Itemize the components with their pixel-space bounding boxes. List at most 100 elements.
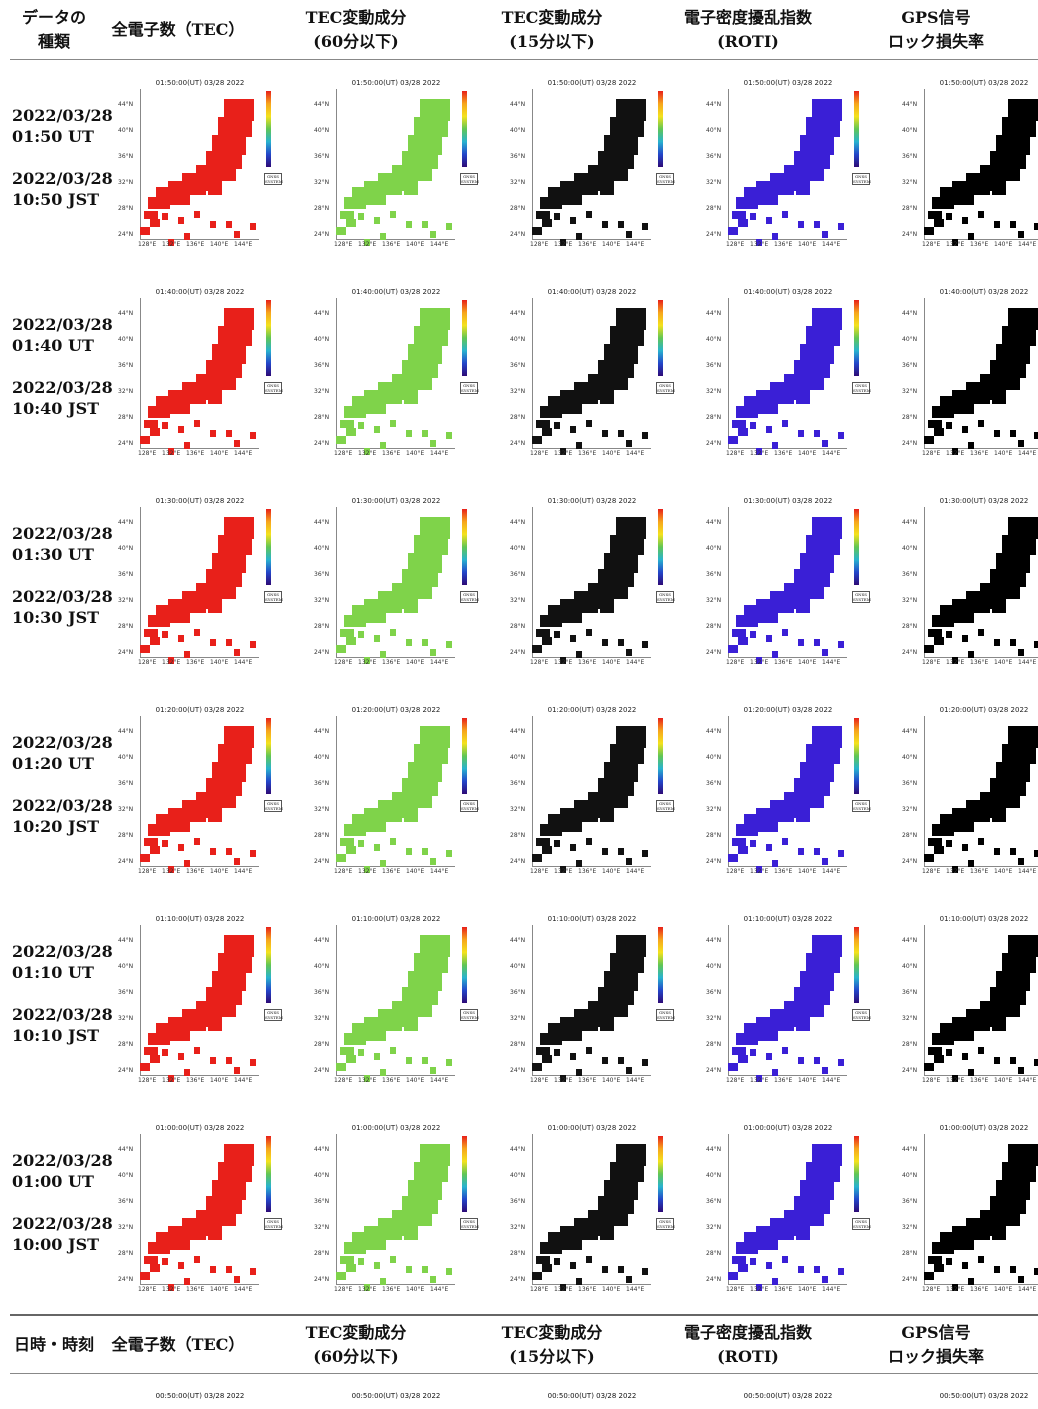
japan-shape [726, 1138, 856, 1291]
lon-label: 144°E [822, 1077, 841, 1084]
japan-shape [334, 302, 464, 455]
tec15-map: 01:50:00(UT) 03/28 2022 44°N 40°N 36°N 32°N 2… [510, 79, 680, 255]
lon-label: 136°E [970, 1077, 989, 1084]
lat-label: 36°N [118, 571, 134, 578]
lon-label: 144°E [430, 450, 449, 457]
colorbar [462, 509, 467, 585]
lat-label: 36°N [314, 1198, 330, 1205]
lon-label: 136°E [970, 1286, 989, 1293]
lat-label: 40°N [118, 127, 134, 134]
map-title: 01:50:00(UT) 03/28 2022 [351, 79, 441, 87]
lon-label: 132°E [358, 450, 377, 457]
lon-label: 136°E [382, 450, 401, 457]
lon-label: 128°E [138, 868, 157, 875]
gnss-badge: GNSS SYSTEM [656, 800, 675, 812]
japan-shape [726, 720, 856, 873]
lon-label: 144°E [626, 868, 645, 875]
japan-shape [530, 511, 660, 664]
roti-map: 01:50:00(UT) 03/28 2022 44°N 40°N 36°N 32°N 2… [706, 79, 876, 255]
lock-loss-map: 01:30:00(UT) 03/28 2022 44°N 40°N 36°N 32°N 2… [902, 497, 1038, 673]
lat-label: 32°N [706, 1224, 722, 1231]
lon-label: 140°E [994, 1286, 1013, 1293]
lat-label: 40°N [510, 336, 526, 343]
lat-label: 40°N [118, 1172, 134, 1179]
map-frame [924, 298, 1038, 449]
lon-label: 144°E [1018, 659, 1037, 666]
lon-label: 144°E [430, 659, 449, 666]
map-title: 01:50:00(UT) 03/28 2022 [155, 79, 245, 87]
lon-label: 144°E [234, 659, 253, 666]
map-title: 01:10:00(UT) 03/28 2022 [939, 915, 1029, 923]
lat-label: 44°N [706, 937, 722, 944]
japan-shape [922, 511, 1038, 664]
lat-label: 44°N [902, 310, 918, 317]
lat-label: 44°N [314, 310, 330, 317]
lon-label: 144°E [822, 659, 841, 666]
ut-time: 01:40 UT [12, 336, 94, 355]
lon-label: 136°E [186, 1077, 205, 1084]
lat-label: 44°N [314, 1146, 330, 1153]
lat-label: 32°N [314, 179, 330, 186]
lon-label: 144°E [430, 868, 449, 875]
table-header-top: データの 種類 全電子数（TEC） TEC変動成分 (60分以下) TEC変動成… [10, 0, 1038, 60]
lat-label: 40°N [314, 545, 330, 552]
lat-label: 40°N [510, 963, 526, 970]
lat-label: 36°N [510, 1198, 526, 1205]
lon-label: 140°E [994, 1077, 1013, 1084]
lon-label: 144°E [234, 241, 253, 248]
japan-shape [334, 1138, 464, 1291]
lon-label: 136°E [578, 659, 597, 666]
header-roti: 電子密度擾乱指数 (ROTI) [683, 1322, 812, 1366]
lat-label: 28°N [706, 832, 722, 839]
japan-shape [726, 302, 856, 455]
header-tec60: TEC変動成分 (60分以下) [305, 7, 407, 51]
lon-label: 128°E [334, 450, 353, 457]
map-frame [924, 716, 1038, 867]
lon-label: 128°E [922, 868, 941, 875]
japan-shape [922, 302, 1038, 455]
japan-shape [922, 93, 1038, 246]
japan-shape [922, 929, 1038, 1082]
roti-map: 01:40:00(UT) 03/28 2022 44°N 40°N 36°N 32°N 2… [706, 288, 876, 464]
lat-label: 44°N [118, 519, 134, 526]
lon-label: 136°E [186, 1286, 205, 1293]
map-title: 01:30:00(UT) 03/28 2022 [743, 497, 833, 505]
japan-shape [530, 929, 660, 1082]
lat-label: 24°N [314, 1276, 330, 1283]
lon-label: 136°E [774, 868, 793, 875]
map-row: 2022/03/28 01:20 UT 2022/03/28 10:20 JST 01:… [0, 702, 1038, 911]
lat-label: 40°N [314, 336, 330, 343]
lat-label: 40°N [706, 1172, 722, 1179]
lon-label: 144°E [626, 1077, 645, 1084]
lon-label: 128°E [530, 1286, 549, 1293]
lat-label: 40°N [902, 336, 918, 343]
japan-shape [530, 1138, 660, 1291]
lon-label: 128°E [138, 1286, 157, 1293]
lat-label: 40°N [510, 127, 526, 134]
lon-label: 128°E [922, 659, 941, 666]
colorbar [658, 509, 663, 585]
lat-label: 24°N [314, 231, 330, 238]
lon-label: 136°E [382, 1077, 401, 1084]
lat-label: 32°N [706, 179, 722, 186]
lon-label: 128°E [334, 1286, 353, 1293]
tec-map: 01:20:00(UT) 03/28 2022 44°N 40°N 36°N 32°N 2… [118, 706, 288, 882]
lon-label: 132°E [554, 659, 573, 666]
colorbar [266, 91, 271, 167]
lat-label: 36°N [314, 362, 330, 369]
lon-label: 132°E [554, 450, 573, 457]
colorbar [658, 91, 663, 167]
lat-label: 32°N [902, 1015, 918, 1022]
tec60-map: 01:10:00(UT) 03/28 2022 44°N 40°N 36°N 32°N 2… [314, 915, 484, 1091]
lon-label: 132°E [946, 1077, 965, 1084]
japan-shape [138, 302, 268, 455]
lon-label: 140°E [994, 659, 1013, 666]
lon-label: 132°E [750, 1286, 769, 1293]
lon-label: 128°E [726, 1286, 745, 1293]
lon-label: 140°E [406, 1286, 425, 1293]
colorbar [658, 300, 663, 376]
lon-label: 140°E [210, 241, 229, 248]
lat-label: 24°N [118, 440, 134, 447]
lon-label: 144°E [1018, 1077, 1037, 1084]
lat-label: 32°N [118, 1224, 134, 1231]
